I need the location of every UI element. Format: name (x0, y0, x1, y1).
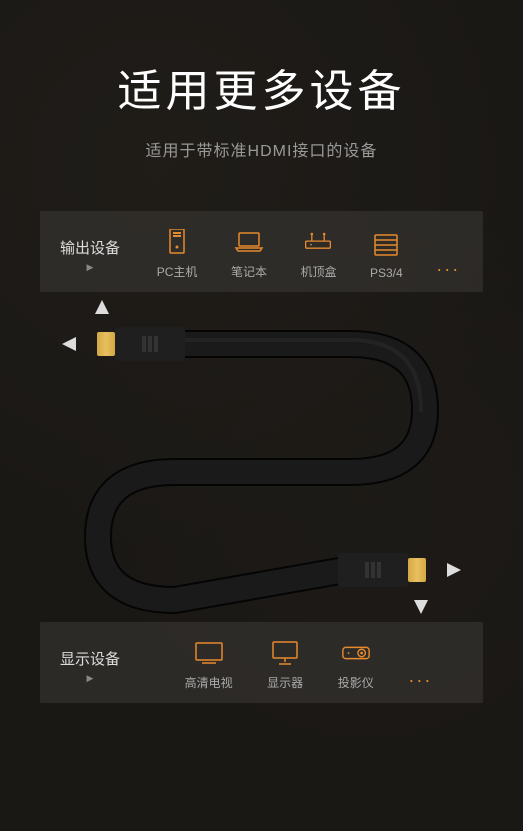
device-item: 投影仪 (338, 640, 374, 691)
device-item: PS3/4 (370, 232, 403, 280)
projector-icon (341, 640, 371, 666)
arrow-left-icon (62, 337, 76, 351)
monitor-icon (270, 640, 300, 666)
display-device-list: 高清电视 显示器 投影仪 ··· (140, 640, 483, 691)
chevron-right-icon: ▶ (40, 262, 140, 273)
display-bar-label: 显示设备 ▶ (40, 648, 140, 684)
page-title: 适用更多设备 (0, 55, 523, 119)
device-item: 机顶盒 (300, 229, 336, 280)
display-label-text: 显示设备 (40, 648, 140, 669)
output-bar-label: 输出设备 ▶ (40, 237, 140, 273)
display-devices-bar: 显示设备 ▶ 高清电视 显示器 投影仪 ··· (40, 622, 483, 703)
connector-tip-icon (97, 332, 115, 356)
device-label: PC主机 (157, 263, 198, 280)
output-devices-bar: 输出设备 ▶ PC主机 笔记本 机顶盒 (40, 211, 483, 292)
output-label-text: 输出设备 (40, 237, 140, 258)
console-icon (371, 232, 401, 258)
hdmi-connector-bottom (338, 553, 408, 587)
connector-body (338, 553, 408, 587)
device-item: PC主机 (157, 229, 198, 280)
chevron-right-icon: ▶ (40, 673, 140, 684)
device-item: 显示器 (267, 640, 303, 691)
page-subtitle: 适用于带标准HDMI接口的设备 (0, 137, 523, 161)
tv-icon (194, 640, 224, 666)
arrow-up-icon (95, 300, 109, 314)
more-icon: ··· (436, 259, 466, 280)
device-label: PS3/4 (370, 266, 403, 280)
pc-tower-icon (162, 229, 192, 255)
device-label: 显示器 (267, 674, 303, 691)
connector-tip-icon (408, 558, 426, 582)
device-label: 投影仪 (338, 674, 374, 691)
more-icon: ··· (408, 670, 438, 691)
device-item: 高清电视 (185, 640, 233, 691)
hdmi-connector-top (115, 327, 185, 361)
device-label: 高清电视 (185, 674, 233, 691)
device-label: 机顶盒 (300, 263, 336, 280)
cable-illustration (40, 292, 483, 622)
connector-body (115, 327, 185, 361)
settop-box-icon (303, 229, 333, 255)
device-item: 笔记本 (231, 229, 267, 280)
output-device-list: PC主机 笔记本 机顶盒 PS3/4 ··· (140, 229, 483, 280)
laptop-icon (234, 229, 264, 255)
arrow-right-icon (447, 563, 461, 577)
device-label: 笔记本 (231, 263, 267, 280)
infographic-container: 适用更多设备 适用于带标准HDMI接口的设备 输出设备 ▶ PC主机 笔记本 (0, 0, 523, 703)
arrow-down-icon (414, 600, 428, 614)
